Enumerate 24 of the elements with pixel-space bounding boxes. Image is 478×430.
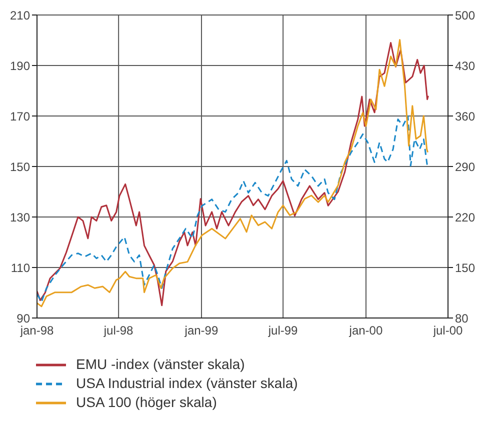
legend-label: USA Industrial index (vänster skala) (76, 374, 298, 393)
y-tick-label: 170 (10, 109, 30, 124)
y2-tick-label: 430 (455, 58, 476, 73)
x-tick-label: jul-00 (432, 324, 463, 338)
x-tick-label: jan-98 (19, 324, 54, 338)
line-series (37, 115, 428, 303)
y-tick-label: 130 (10, 210, 30, 224)
legend-label: USA 100 (höger skala) (76, 393, 217, 412)
y-tick-label: 210 (10, 8, 30, 22)
x-tick-label: jul-99 (267, 324, 298, 338)
y-tick-label: 190 (10, 58, 30, 73)
y2-tick-label: 290 (455, 160, 476, 174)
y2-tick-label: 500 (455, 8, 476, 22)
y2-tick-label: 360 (455, 109, 476, 124)
y2-tick-label: 80 (455, 311, 469, 326)
y2-tick-label: 220 (455, 210, 476, 224)
legend-label: EMU -index (vänster skala) (76, 355, 245, 374)
x-tick-label: jan-00 (348, 324, 383, 338)
y-tick-label: 150 (10, 160, 30, 174)
y-tick-label: 90 (16, 311, 30, 326)
x-tick-label: jan-99 (184, 324, 218, 338)
y-tick-label: 110 (10, 260, 30, 275)
y2-tick-label: 150 (455, 260, 476, 275)
x-tick-label: jul-98 (102, 324, 134, 338)
